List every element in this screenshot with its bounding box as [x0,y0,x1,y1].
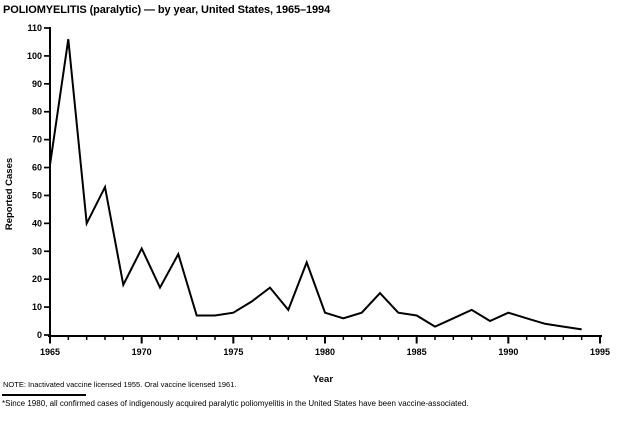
data-line [49,39,582,331]
x-tick-label: 1990 [498,347,518,357]
x-tick-label: 1980 [315,347,335,357]
x-axis-title: Year [313,374,333,385]
footnote-divider [2,394,86,396]
y-tick-label: 80 [32,107,42,117]
x-tick-label: 1995 [590,347,610,357]
x-tick-label: 1975 [223,347,243,357]
y-tick-label: 70 [32,135,42,145]
y-tick-label: 0 [37,330,42,340]
x-tick-label: 1985 [407,347,427,357]
y-tick-label: 90 [32,79,42,89]
note-text: NOTE: Inactivated vaccine licensed 1955.… [3,380,237,389]
x-tick-label: 1965 [40,347,60,357]
y-tick-label: 10 [32,302,42,312]
y-tick-label: 110 [27,23,42,33]
axes [48,27,602,337]
chart-title: POLIOMYELITIS (paralytic) — by year, Uni… [3,4,331,16]
y-tick-label: 50 [32,190,42,200]
y-axis-title: Reported Cases [4,158,15,230]
axis-tick-labels: 0 10 20 30 40 50 60 70 80 90 100 110 1965 1970 1975 198… [27,23,610,357]
y-tick-label: 30 [32,246,42,256]
axis-ticks [44,27,601,344]
data-series [49,39,582,331]
y-tick-label: 100 [27,51,42,61]
y-tick-label: 20 [32,274,42,284]
x-tick-label: 1970 [132,347,152,357]
y-tick-label: 60 [32,163,42,173]
footnote-text: *Since 1980, all confirmed cases of indi… [2,399,469,408]
y-tick-label: 40 [32,218,42,228]
